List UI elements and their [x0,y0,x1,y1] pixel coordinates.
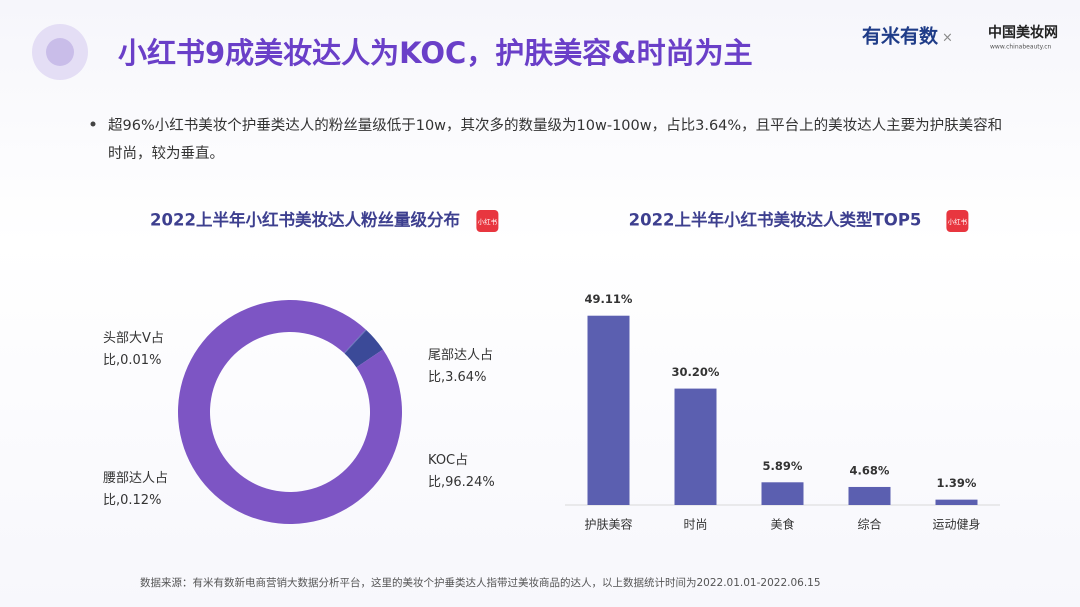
bar [761,482,804,505]
x-tick-label: 美食 [770,517,794,532]
bar [587,315,630,505]
decor [46,38,74,66]
logo: 有米有数 [862,25,939,48]
bar [674,388,717,505]
value-label: 4.68% [850,463,890,477]
bullet-text: 超96%小红书美妆个护垂类达人的粉丝量级低于10w，其次多的数量级为10w-10… [108,118,1003,162]
badge-text: 小红书 [948,217,968,226]
slice-label: KOC占比,96.24% [428,453,495,490]
badge [476,210,499,232]
x-tick-label: 护肤美容 [584,517,632,532]
source: 数据来源：有米有数新电商营销大数据分析平台，这里的美妆个护垂类达人指带过美妆商品… [140,576,821,589]
slice-label: 头部大V占比,0.01% [103,331,164,368]
logo-sep: × [942,31,953,46]
chart-title: 2022上半年小红书美妆达人粉丝量级分布 [150,210,460,230]
slice-label: 尾部达人占比,3.64% [428,348,494,385]
bar [935,499,978,505]
value-label: 5.89% [763,459,803,473]
chart-title: 2022上半年小红书美妆达人类型TOP5 [629,210,922,230]
slice-label: 腰部达人占比,0.12% [103,471,169,508]
x-tick-label: 时尚 [683,518,707,532]
badge-text: 小红书 [478,217,498,226]
logo: 中国美妆网 [988,24,1058,41]
logo-url: www.chinabeauty.cn [990,44,1052,51]
badge [946,210,969,232]
donut-slice [344,330,367,354]
x-tick-label: 综合 [857,517,881,532]
value-label: 30.20% [672,365,720,379]
title: 小红书9成美妆达人为KOC，护肤美容&时尚为主 [118,36,753,70]
bullet-dot [90,121,96,127]
x-tick-label: 运动健身 [932,517,980,532]
donut-slice [344,330,383,368]
donut-slice [344,329,367,354]
bar [848,486,891,505]
value-label: 49.11% [585,292,633,306]
value-label: 1.39% [937,476,977,490]
